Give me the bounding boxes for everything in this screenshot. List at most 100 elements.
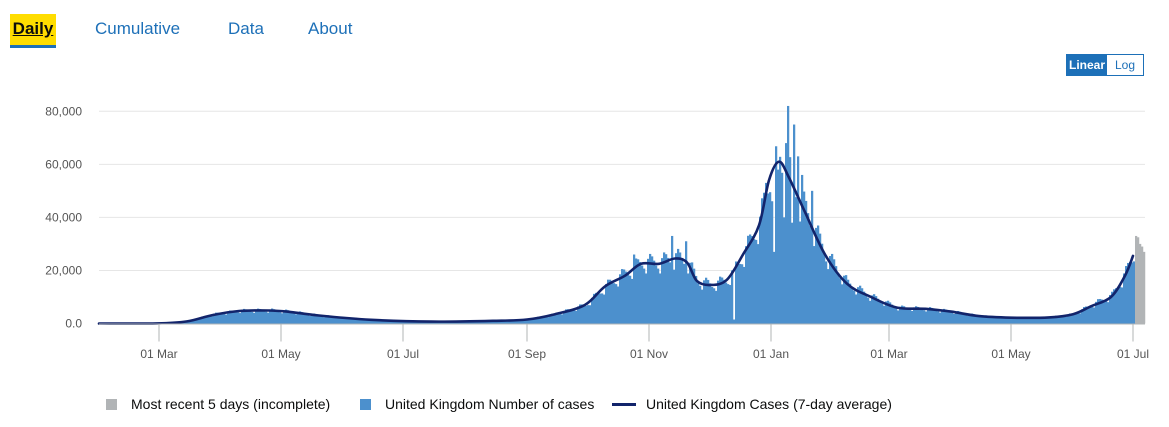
case-bar [1057, 315, 1060, 324]
case-bar [593, 293, 596, 324]
case-bar [295, 314, 298, 324]
tab-cumulative[interactable]: Cumulative [95, 19, 181, 38]
case-bar [679, 252, 682, 324]
incomplete-bar [1143, 251, 1146, 324]
case-bar [1097, 299, 1100, 324]
case-bar [625, 271, 628, 324]
linear-scale-button[interactable]: Linear [1067, 55, 1107, 75]
chart-axes: 0.0 20,000 40,000 60,000 80,000 01 Mar 01 May 0… [45, 104, 1149, 361]
case-bar [259, 309, 262, 324]
case-bar [669, 262, 672, 324]
case-bar [687, 273, 690, 324]
case-bar [699, 285, 702, 324]
case-bar [721, 277, 724, 324]
case-bar [1077, 313, 1080, 324]
case-bar [811, 190, 814, 324]
case-bar [329, 315, 332, 324]
case-bar [1125, 266, 1128, 324]
y-tick-label: 80,000 [45, 104, 82, 118]
case-bar [363, 319, 366, 324]
case-bar [917, 306, 920, 324]
case-bar [785, 143, 788, 324]
case-bar [677, 248, 680, 324]
case-bar [985, 315, 988, 324]
case-bar [355, 317, 358, 324]
case-bar [237, 312, 240, 324]
case-bar [693, 268, 696, 324]
case-bar [787, 105, 790, 324]
case-bar [813, 246, 816, 324]
case-bar [501, 320, 504, 324]
tab-data[interactable]: Data [228, 19, 264, 38]
case-bar [561, 314, 564, 324]
case-bar [841, 284, 844, 324]
case-bar [889, 302, 892, 324]
case-bar [349, 318, 352, 324]
case-bar [979, 316, 982, 324]
case-bar [947, 310, 950, 324]
case-bar [223, 313, 226, 324]
legend-item-average[interactable]: United Kingdom Cases (7-day average) [612, 394, 892, 414]
case-bar [737, 262, 740, 324]
case-bar [715, 290, 718, 324]
case-bar [955, 311, 958, 324]
case-bar [257, 308, 260, 324]
case-bar [965, 314, 968, 324]
case-bar [1123, 273, 1126, 324]
case-bar [245, 309, 248, 324]
case-bar [803, 191, 806, 324]
case-bar [1113, 289, 1116, 324]
case-bar [1027, 316, 1030, 324]
case-bar [229, 310, 232, 324]
tab-daily[interactable]: Daily [10, 14, 56, 48]
case-bar [249, 311, 252, 324]
case-bar [619, 274, 622, 324]
case-bar [689, 262, 692, 324]
case-bar [1121, 287, 1124, 324]
case-bar [231, 310, 234, 324]
log-scale-button[interactable]: Log [1107, 55, 1143, 75]
case-bar [1093, 307, 1096, 324]
case-bar [391, 320, 394, 324]
case-bar [613, 283, 616, 324]
case-bar [205, 316, 208, 324]
case-bar [379, 320, 382, 324]
case-bar [643, 268, 646, 324]
case-bar [253, 312, 256, 324]
case-bar [331, 316, 334, 324]
case-bar [649, 253, 652, 324]
tab-about[interactable]: About [308, 19, 353, 38]
case-bar [299, 311, 302, 324]
case-bar [839, 278, 842, 324]
case-bar [745, 246, 748, 324]
case-bar [779, 156, 782, 324]
case-bar [553, 313, 556, 324]
case-bar [519, 320, 522, 324]
case-bar [289, 311, 292, 324]
legend-swatch-cases [360, 398, 371, 410]
case-bar [241, 309, 244, 324]
case-bar [255, 309, 258, 324]
case-bar [1105, 300, 1108, 324]
case-bar [193, 319, 196, 324]
incomplete-bar [1137, 237, 1140, 324]
case-bar [997, 316, 1000, 324]
case-bar [541, 316, 544, 324]
case-bar [199, 317, 202, 324]
case-bar [343, 316, 346, 324]
legend-item-incomplete[interactable]: Most recent 5 days (incomplete) [106, 394, 330, 414]
case-bar [663, 252, 666, 324]
case-bar [297, 311, 300, 324]
case-bar [611, 281, 614, 324]
case-bar [887, 300, 890, 324]
case-bar [1099, 298, 1102, 324]
case-bar [863, 291, 866, 324]
legend-item-cases[interactable]: United Kingdom Number of cases [360, 394, 594, 414]
case-bar [317, 315, 320, 324]
case-bar [375, 320, 378, 324]
case-bar [577, 306, 580, 324]
case-bar [269, 309, 272, 324]
case-bar [1013, 316, 1016, 324]
case-bar [883, 305, 886, 324]
case-bar [327, 315, 330, 324]
